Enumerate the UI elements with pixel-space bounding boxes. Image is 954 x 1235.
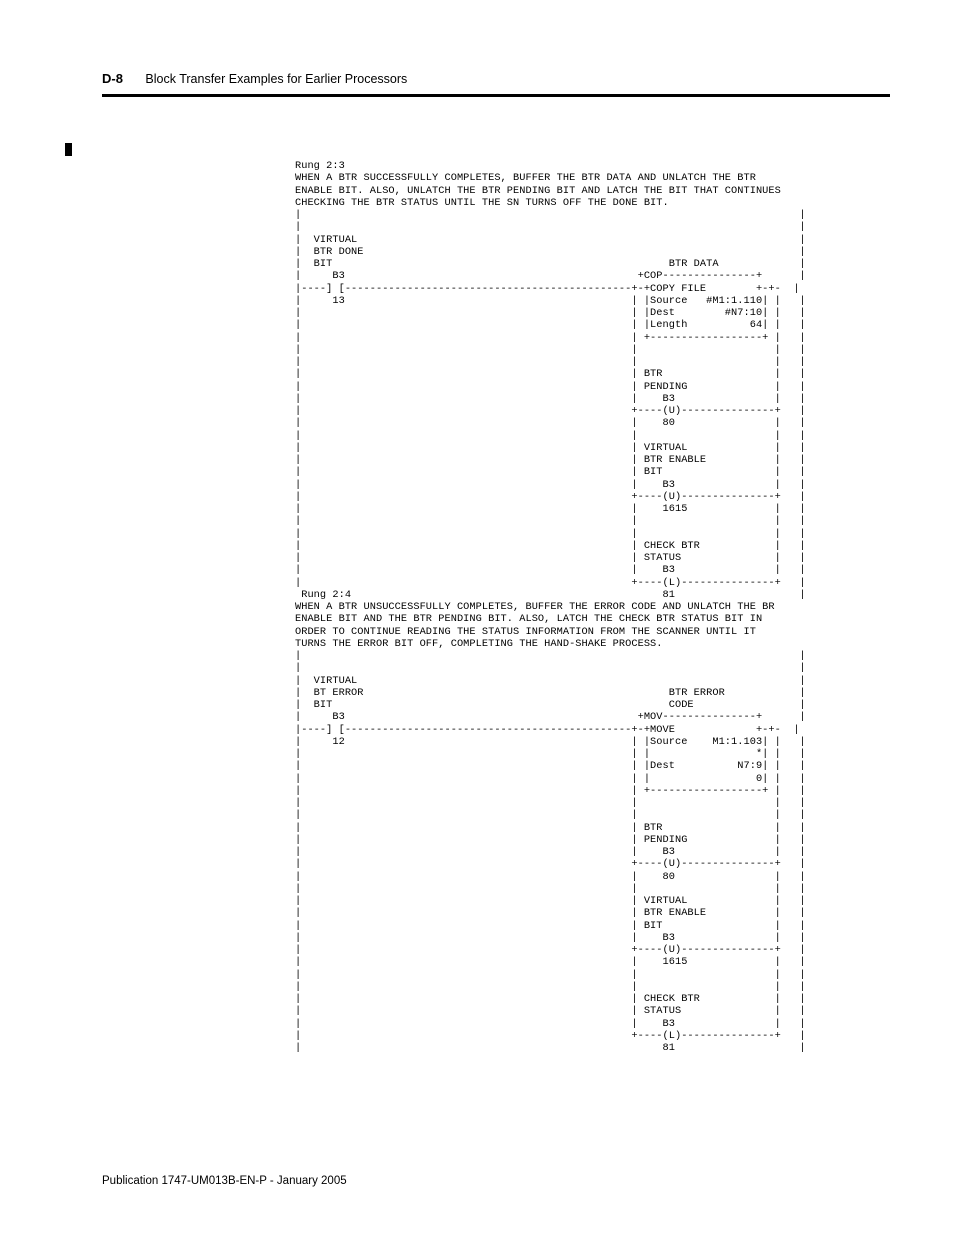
ladder-logic-code: Rung 2:3 WHEN A BTR SUCCESSFULLY COMPLET… (295, 160, 806, 1054)
revision-marker (65, 143, 72, 156)
page-number: D-8 (102, 71, 123, 86)
header-title: Block Transfer Examples for Earlier Proc… (145, 72, 407, 86)
page-header: D-8 Block Transfer Examples for Earlier … (102, 70, 890, 97)
publication-footer: Publication 1747-UM013B-EN-P - January 2… (102, 1175, 347, 1187)
